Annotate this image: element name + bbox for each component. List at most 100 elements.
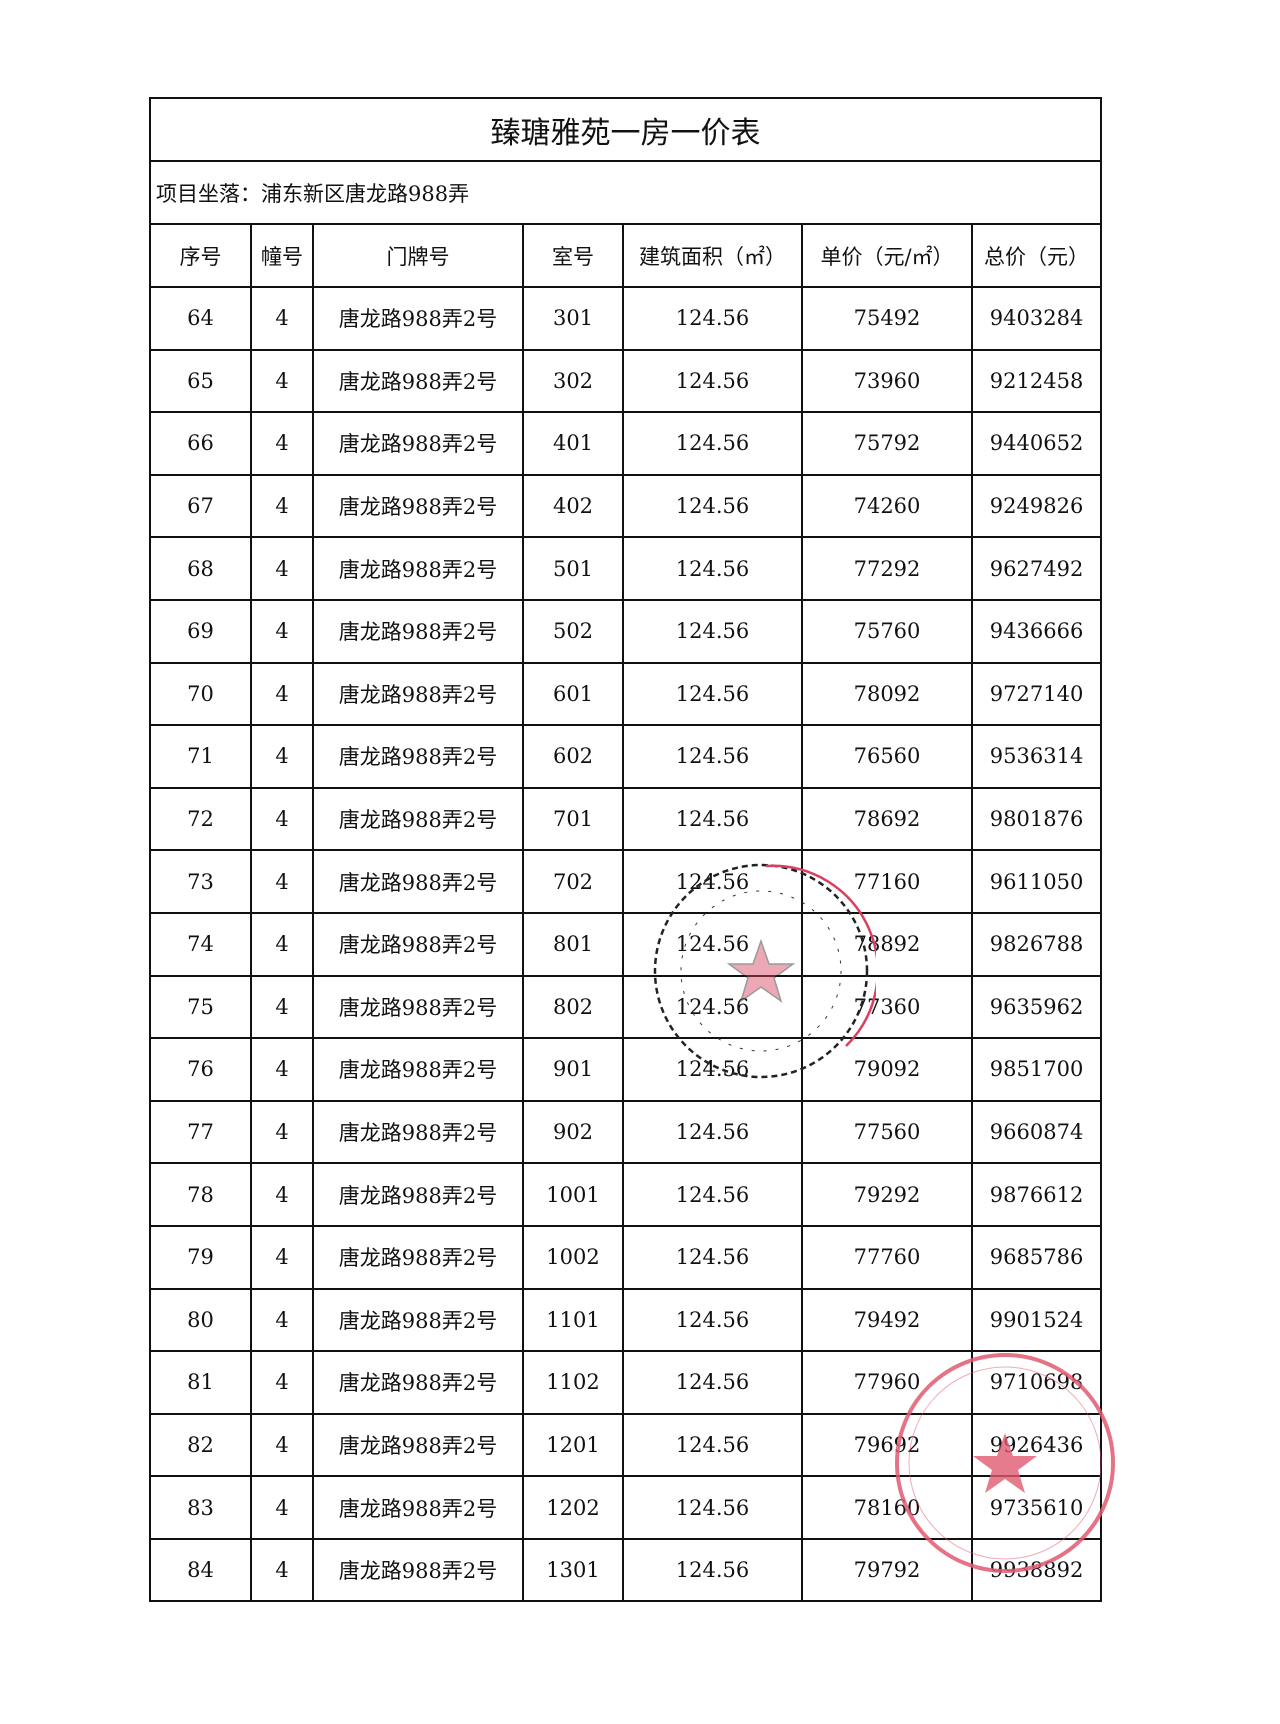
total-price-cell: 9635962 xyxy=(970,974,1103,1040)
table-row: 76 4 唐龙路988弄2号 901 124.56 79092 9851700 xyxy=(149,1037,1103,1102)
floor-area-cell: 124.56 xyxy=(622,724,803,789)
building-number-cell: 4 xyxy=(250,974,314,1040)
table-row: 71 4 唐龙路988弄2号 602 124.56 76560 9536314 xyxy=(149,724,1103,789)
unit-price-cell: 77292 xyxy=(801,536,973,601)
serial-number-cell: 70 xyxy=(149,661,252,727)
total-price-cell: 9901524 xyxy=(970,1287,1103,1353)
unit-price-cell: 77360 xyxy=(801,974,973,1040)
building-number-cell: 4 xyxy=(250,1287,314,1353)
room-number-cell: 501 xyxy=(522,536,624,601)
total-price-cell: 9403284 xyxy=(970,286,1103,351)
serial-number-cell: 76 xyxy=(149,1037,252,1102)
unit-price-cell: 79692 xyxy=(801,1412,973,1478)
door-number-cell: 唐龙路988弄2号 xyxy=(312,661,524,727)
serial-number-cell: 79 xyxy=(149,1224,252,1290)
door-number-cell: 唐龙路988弄2号 xyxy=(312,1224,524,1290)
table-row: 70 4 唐龙路988弄2号 601 124.56 78092 9727140 xyxy=(149,661,1103,727)
door-number-cell: 唐龙路988弄2号 xyxy=(312,911,524,977)
serial-number-cell: 67 xyxy=(149,473,252,539)
page-title: 臻瑭雅苑一房一价表 xyxy=(148,97,1103,162)
unit-price-cell: 73960 xyxy=(801,348,973,414)
serial-number-cell: 73 xyxy=(149,849,252,914)
table-row: 64 4 唐龙路988弄2号 301 124.56 75492 9403284 xyxy=(149,286,1103,351)
floor-area-cell: 124.56 xyxy=(622,598,803,664)
total-price-cell: 9436666 xyxy=(970,598,1103,664)
table-row: 83 4 唐龙路988弄2号 1202 124.56 78160 9735610 xyxy=(149,1475,1103,1540)
building-number-cell: 4 xyxy=(250,1412,314,1478)
door-number-cell: 唐龙路988弄2号 xyxy=(312,1099,524,1165)
floor-area-cell: 124.56 xyxy=(622,849,803,914)
serial-number-cell: 82 xyxy=(149,1412,252,1478)
price-list-table: 臻瑭雅苑一房一价表 项目坐落：浦东新区唐龙路988弄 序号 幢号 门牌号 室号 … xyxy=(148,97,1103,1603)
floor-area-cell: 124.56 xyxy=(622,1224,803,1290)
serial-number-cell: 74 xyxy=(149,911,252,977)
table-row: 69 4 唐龙路988弄2号 502 124.56 75760 9436666 xyxy=(149,598,1103,664)
column-header: 单价（元/㎡） xyxy=(801,223,973,288)
unit-price-cell: 74260 xyxy=(801,473,973,539)
table-row: 68 4 唐龙路988弄2号 501 124.56 77292 9627492 xyxy=(149,536,1103,601)
door-number-cell: 唐龙路988弄2号 xyxy=(312,411,524,476)
floor-area-cell: 124.56 xyxy=(622,1287,803,1353)
floor-area-cell: 124.56 xyxy=(622,348,803,414)
building-number-cell: 4 xyxy=(250,1475,314,1540)
floor-area-cell: 124.56 xyxy=(622,1412,803,1478)
door-number-cell: 唐龙路988弄2号 xyxy=(312,598,524,664)
table-row: 78 4 唐龙路988弄2号 1001 124.56 79292 9876612 xyxy=(149,1162,1103,1227)
room-number-cell: 601 xyxy=(522,661,624,727)
column-header: 幢号 xyxy=(250,223,314,288)
building-number-cell: 4 xyxy=(250,473,314,539)
room-number-cell: 502 xyxy=(522,598,624,664)
table-row: 66 4 唐龙路988弄2号 401 124.56 75792 9440652 xyxy=(149,411,1103,476)
room-number-cell: 1001 xyxy=(522,1162,624,1227)
building-number-cell: 4 xyxy=(250,661,314,727)
room-number-cell: 701 xyxy=(522,786,624,852)
table-row: 81 4 唐龙路988弄2号 1102 124.56 77960 9710698 xyxy=(149,1350,1103,1415)
unit-price-cell: 78692 xyxy=(801,786,973,852)
total-price-cell: 9660874 xyxy=(970,1099,1103,1165)
unit-price-cell: 77760 xyxy=(801,1224,973,1290)
building-number-cell: 4 xyxy=(250,348,314,414)
serial-number-cell: 68 xyxy=(149,536,252,601)
column-header: 序号 xyxy=(149,223,252,288)
door-number-cell: 唐龙路988弄2号 xyxy=(312,1162,524,1227)
door-number-cell: 唐龙路988弄2号 xyxy=(312,849,524,914)
room-number-cell: 402 xyxy=(522,473,624,539)
serial-number-cell: 66 xyxy=(149,411,252,476)
door-number-cell: 唐龙路988弄2号 xyxy=(312,473,524,539)
floor-area-cell: 124.56 xyxy=(622,1162,803,1227)
door-number-cell: 唐龙路988弄2号 xyxy=(312,786,524,852)
serial-number-cell: 75 xyxy=(149,974,252,1040)
building-number-cell: 4 xyxy=(250,1224,314,1290)
total-price-cell: 9685786 xyxy=(970,1224,1103,1290)
total-price-cell: 9710698 xyxy=(970,1350,1103,1415)
total-price-cell: 9249826 xyxy=(970,473,1103,539)
building-number-cell: 4 xyxy=(250,1099,314,1165)
table-row: 82 4 唐龙路988弄2号 1201 124.56 79692 9926436 xyxy=(149,1412,1103,1478)
door-number-cell: 唐龙路988弄2号 xyxy=(312,1537,524,1603)
floor-area-cell: 124.56 xyxy=(622,661,803,727)
unit-price-cell: 77560 xyxy=(801,1099,973,1165)
room-number-cell: 902 xyxy=(522,1099,624,1165)
room-number-cell: 602 xyxy=(522,724,624,789)
unit-price-cell: 78160 xyxy=(801,1475,973,1540)
total-price-cell: 9611050 xyxy=(970,849,1103,914)
building-number-cell: 4 xyxy=(250,536,314,601)
floor-area-cell: 124.56 xyxy=(622,1037,803,1102)
room-number-cell: 801 xyxy=(522,911,624,977)
serial-number-cell: 64 xyxy=(149,286,252,351)
floor-area-cell: 124.56 xyxy=(622,911,803,977)
unit-price-cell: 79492 xyxy=(801,1287,973,1353)
table-row: 67 4 唐龙路988弄2号 402 124.56 74260 9249826 xyxy=(149,473,1103,539)
table-row: 80 4 唐龙路988弄2号 1101 124.56 79492 9901524 xyxy=(149,1287,1103,1353)
building-number-cell: 4 xyxy=(250,911,314,977)
floor-area-cell: 124.56 xyxy=(622,974,803,1040)
unit-price-cell: 75792 xyxy=(801,411,973,476)
total-price-cell: 9876612 xyxy=(970,1162,1103,1227)
floor-area-cell: 124.56 xyxy=(622,1350,803,1415)
table-row: 72 4 唐龙路988弄2号 701 124.56 78692 9801876 xyxy=(149,786,1103,852)
serial-number-cell: 80 xyxy=(149,1287,252,1353)
building-number-cell: 4 xyxy=(250,411,314,476)
unit-price-cell: 79292 xyxy=(801,1162,973,1227)
serial-number-cell: 77 xyxy=(149,1099,252,1165)
room-number-cell: 901 xyxy=(522,1037,624,1102)
